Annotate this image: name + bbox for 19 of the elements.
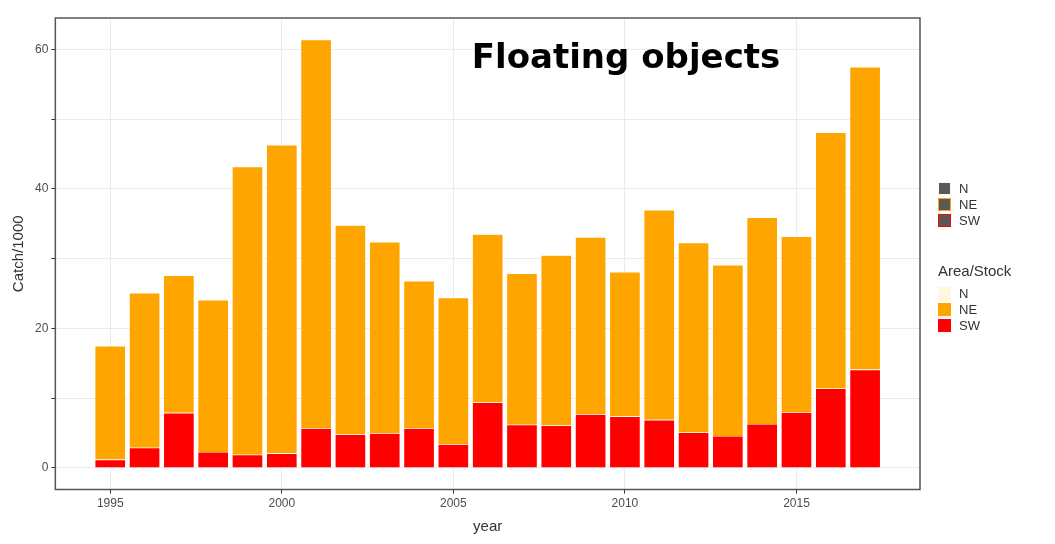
y-tick-label: 60: [34, 41, 49, 56]
legend-label: N: [959, 180, 969, 196]
legend-label: NE: [959, 301, 978, 317]
y-tick-label: 40: [34, 181, 49, 196]
text: NE: [959, 196, 978, 212]
x-axis-title: year: [473, 517, 503, 535]
x-tick-label: 2010: [611, 496, 639, 511]
x-tick-label: 2000: [268, 496, 296, 511]
text: N: [959, 285, 969, 301]
x-tick-label: 2015: [783, 496, 811, 511]
text: SW: [959, 212, 980, 228]
y-tick-label: 0: [41, 460, 49, 475]
legend-label: SW: [959, 317, 980, 333]
y-tick-label: 20: [34, 320, 49, 335]
legend-title: Area/Stock: [938, 262, 1012, 279]
x-tick-label: 2005: [440, 496, 468, 511]
x-tick-label: 1995: [96, 496, 124, 511]
annotation: Floating objects: [471, 35, 781, 76]
y-axis-title: Catch/1000: [9, 215, 27, 293]
